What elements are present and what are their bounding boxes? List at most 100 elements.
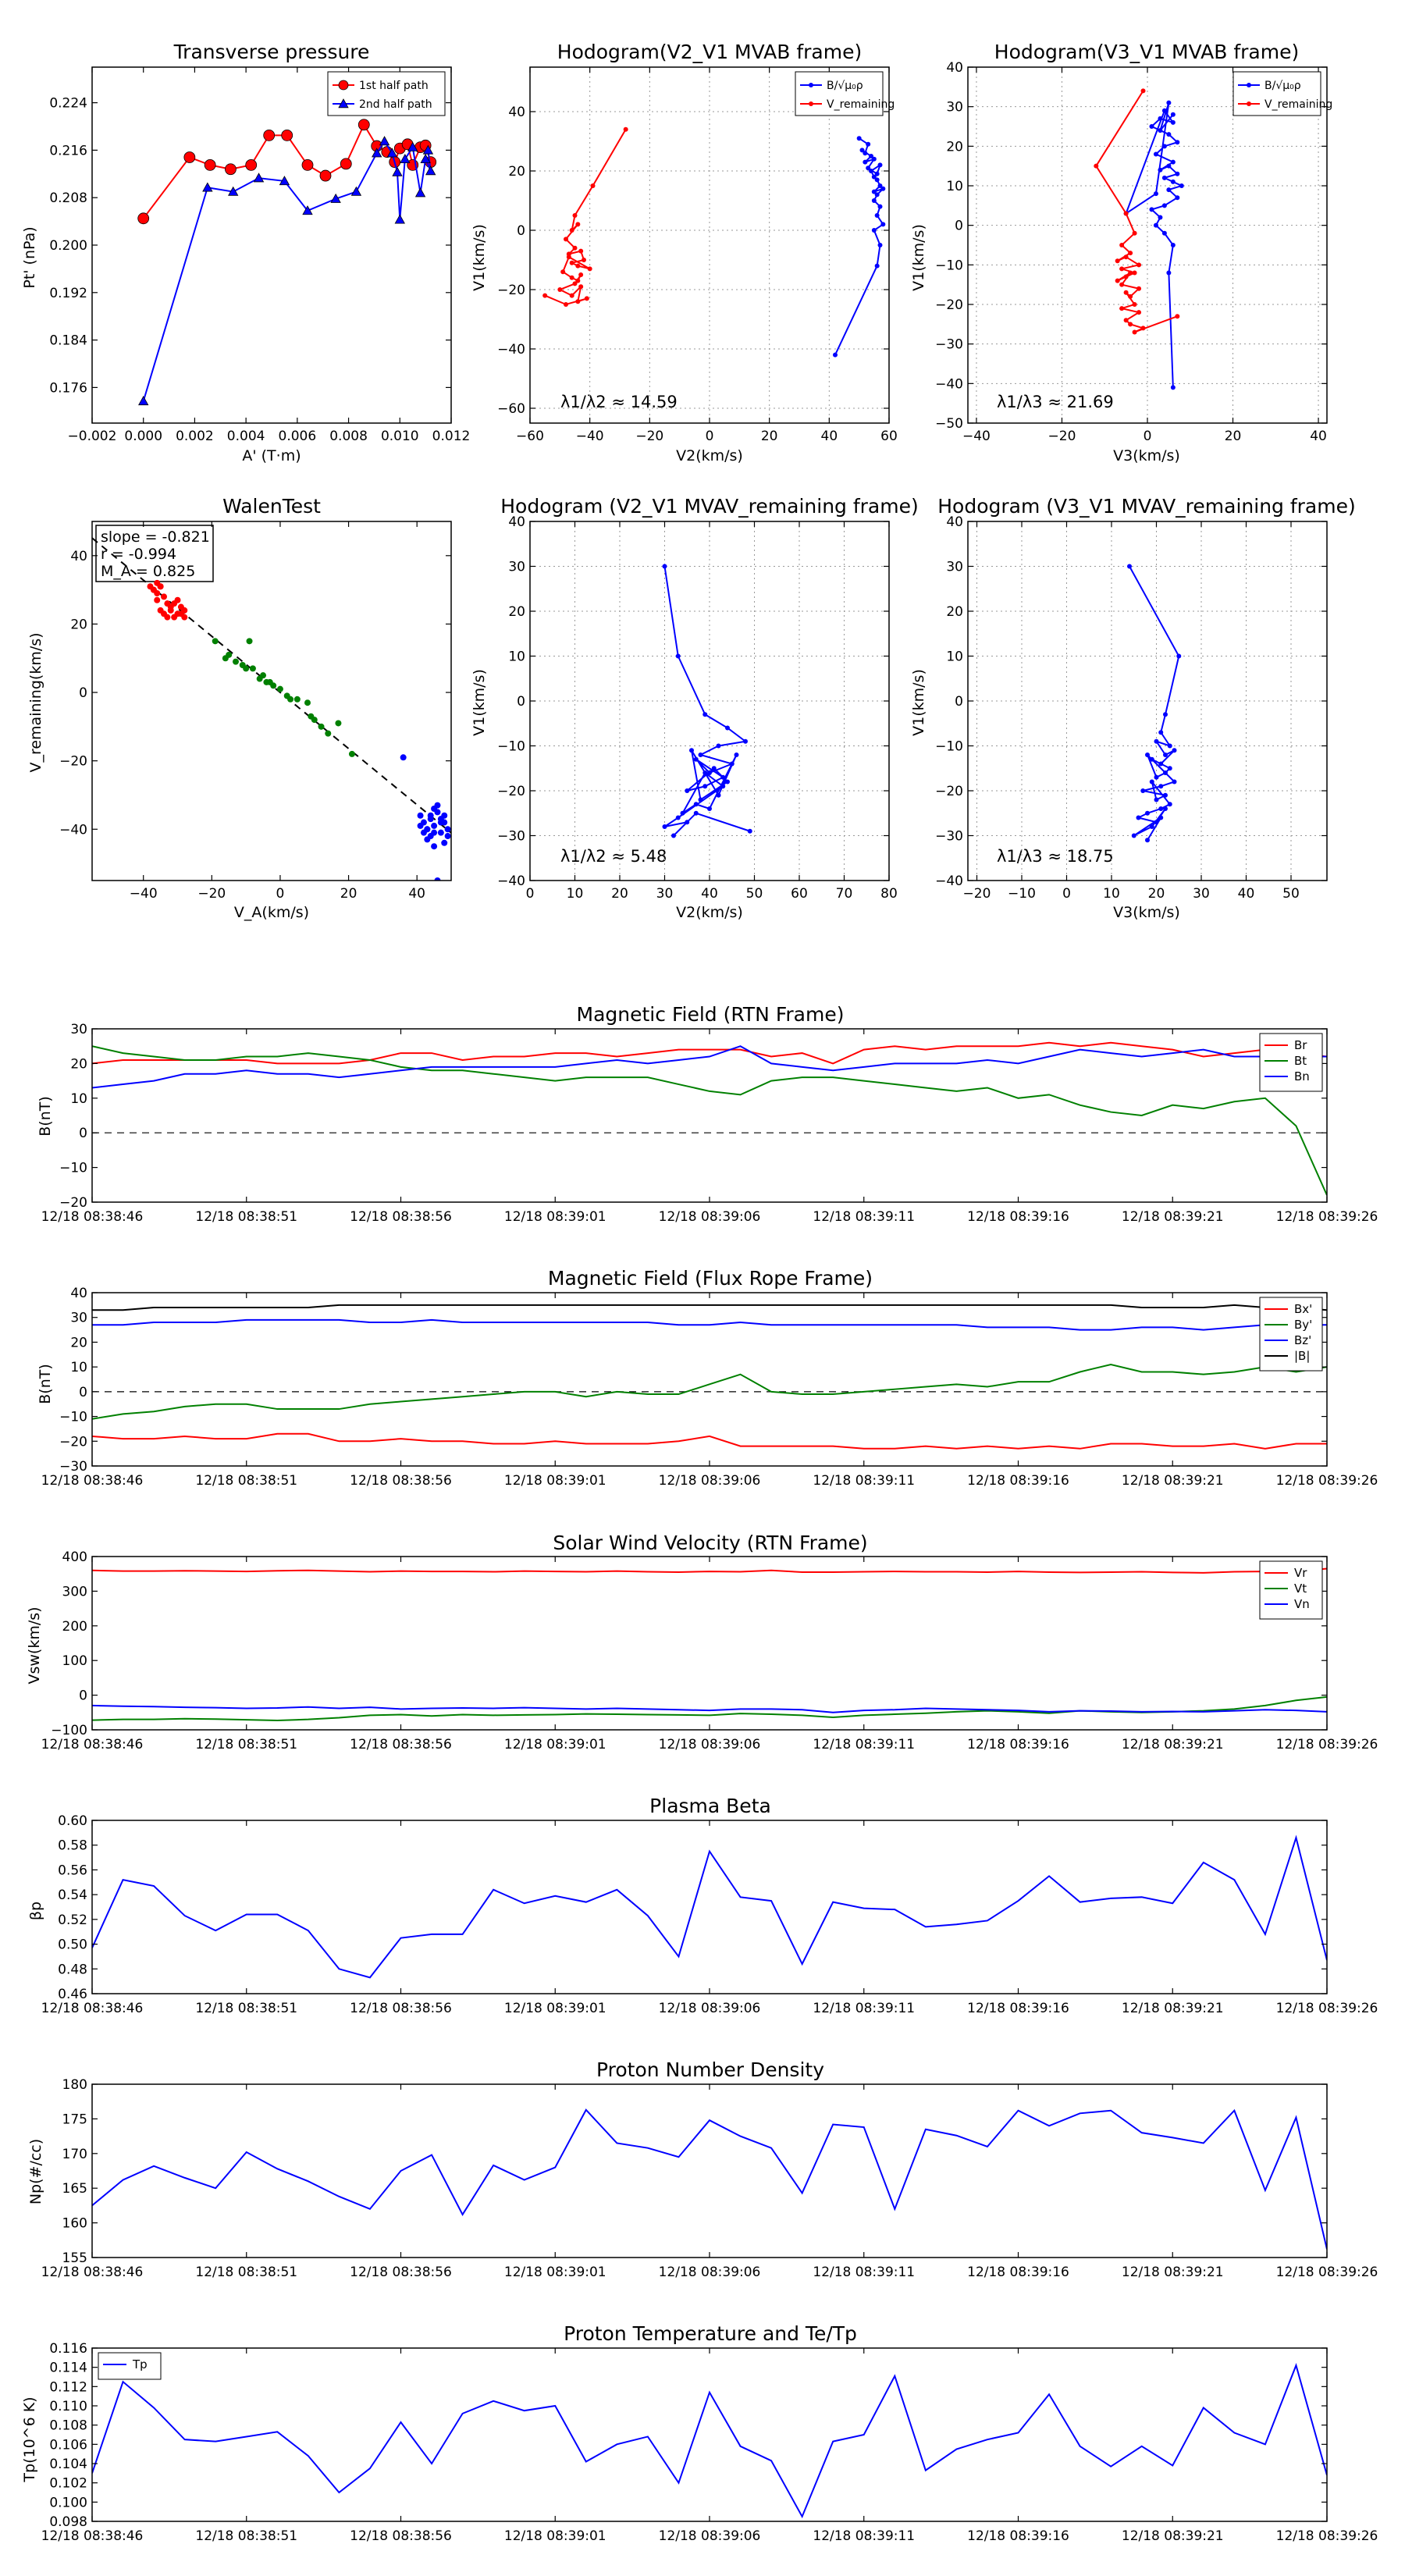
tp-plot-area [92, 2363, 1327, 2519]
hodo13r-point [1127, 564, 1132, 569]
chart-title-bfr: Magnetic Field (Flux Rope Frame) [548, 1267, 873, 1290]
hodo13-point [1128, 294, 1133, 299]
hodo12r-xtick-label: 0 [526, 886, 535, 902]
hodo13r-ytick-label: −40 [935, 873, 963, 889]
hodo13-point [1119, 266, 1125, 272]
bfr-time-label: 12/18 08:39:11 [813, 1473, 915, 1489]
walen-point [441, 839, 448, 846]
bfr-time-label: 12/18 08:38:46 [41, 1473, 144, 1489]
pt-point [225, 163, 237, 176]
pt-legend-label: 2nd half path [359, 98, 432, 111]
walen-point [431, 822, 438, 829]
hodo13-ytick-label: −20 [935, 297, 963, 313]
hodo12-point [572, 281, 578, 286]
xlabel-walen: V_A(km/s) [234, 904, 309, 921]
walen-point [161, 593, 167, 600]
chart-title-pt: Transverse pressure [173, 41, 370, 63]
hodo13-ytick-label: −40 [935, 376, 963, 392]
hodo12r-ytick-label: 30 [508, 560, 525, 575]
pt-xtick-label: 0.000 [124, 429, 162, 444]
hodo13-point [1158, 215, 1163, 220]
bfr-ytick-label: 0 [79, 1385, 87, 1400]
tp-time-label: 12/18 08:39:16 [967, 2528, 1069, 2544]
hodo12r-point [685, 820, 690, 825]
hodo12-plot-area [542, 126, 886, 358]
hodo13-point [1128, 270, 1133, 276]
np-time-label: 12/18 08:38:46 [41, 2265, 144, 2280]
bfr-ytick-label: −30 [59, 1459, 87, 1475]
annotation-hodo12r: λ1/λ2 ≈ 5.48 [560, 847, 667, 866]
hodo13-point [1153, 222, 1158, 228]
bfr-series-|B| [92, 1304, 1327, 1311]
hodo12r-point [702, 784, 708, 789]
hodo13-point [1170, 119, 1176, 125]
hodo13-point [1170, 159, 1176, 165]
tp-ytick-label: 0.098 [49, 2514, 87, 2530]
hodo13-xtick-label: 0 [1144, 429, 1152, 444]
bfr-series-Bx' [92, 1432, 1327, 1450]
brtn-series-Bn [92, 1045, 1327, 1089]
hodo12-point [575, 299, 581, 304]
tp-time-label: 12/18 08:39:06 [659, 2528, 761, 2544]
hodo13-point [1123, 254, 1129, 260]
hodo12-point [569, 275, 574, 280]
hodo12-point [877, 162, 883, 168]
hodo12-point [575, 278, 581, 283]
hodo12-point [863, 159, 868, 165]
hodo13-xtick-label: −40 [962, 429, 991, 444]
hodo13r-point [1154, 774, 1159, 780]
bfr-legend-label: By' [1294, 1318, 1312, 1332]
beta-ytick-label: 0.52 [58, 1912, 87, 1928]
hodo13-point [1166, 270, 1172, 276]
bfr-time-label: 12/18 08:39:06 [659, 1473, 761, 1489]
hodo13r-xtick-label: −20 [963, 886, 991, 902]
tp-time-label: 12/18 08:39:01 [504, 2528, 606, 2544]
walen-point [304, 699, 311, 706]
hodo12-point [856, 136, 862, 141]
np-time-label: 12/18 08:39:16 [967, 2265, 1069, 2280]
pt-point [420, 153, 431, 164]
walen-point [431, 843, 438, 850]
tp-ytick-label: 0.100 [49, 2495, 87, 2510]
hodo12-point [863, 151, 868, 156]
pt-axes-frame [91, 66, 452, 424]
beta-time-label: 12/18 08:39:06 [659, 2001, 761, 2016]
xlabel-hodo12: V2(km/s) [676, 447, 743, 464]
tp-series-Tp [92, 2363, 1327, 2519]
annotation-hodo13: λ1/λ3 ≈ 21.69 [997, 393, 1114, 411]
hodo13r-xtick-label: 20 [1148, 886, 1165, 902]
brtn-series-Bt [92, 1045, 1327, 1196]
hodo13r-point [1163, 770, 1168, 775]
hodo12-point [859, 148, 865, 153]
hodo12r-plot-area [662, 564, 752, 838]
pt-ytick-label: 0.192 [49, 286, 87, 301]
pt-point [386, 148, 398, 158]
hodo13-axes-frame [967, 66, 1328, 424]
hodo13r-point [1154, 820, 1159, 825]
beta-time-label: 12/18 08:39:01 [504, 2001, 606, 2016]
hodo12r-xtick-label: 70 [836, 886, 853, 902]
hodo12-legend-label: B/√μ₀ρ [827, 80, 863, 92]
hodo12-xtick-label: 20 [761, 429, 778, 444]
hodo12-point [572, 213, 578, 218]
walen-point [154, 596, 161, 603]
pt-xtick-label: 0.006 [279, 429, 317, 444]
hodo13-point [1128, 322, 1133, 327]
bfr-time-label: 12/18 08:39:26 [1276, 1473, 1378, 1489]
hodo13r-point [1158, 730, 1164, 735]
hodo12-point [877, 204, 883, 209]
vsw-time-label: 12/18 08:39:26 [1276, 1737, 1378, 1752]
walen-point [171, 614, 178, 621]
walen-point [311, 717, 318, 724]
pt-point [330, 193, 341, 203]
hodo13-point [1149, 207, 1154, 212]
hodo12r-axes-frame [529, 521, 890, 881]
hodo13-point [1094, 163, 1099, 169]
vsw-ytick-label: 0 [79, 1688, 87, 1704]
walen-ytick-label: 40 [70, 549, 87, 564]
walen-point [233, 658, 239, 665]
hodo13r-point [1167, 766, 1172, 771]
hodo13r-ytick-label: 40 [946, 514, 963, 530]
hodo12r-point [734, 753, 739, 757]
